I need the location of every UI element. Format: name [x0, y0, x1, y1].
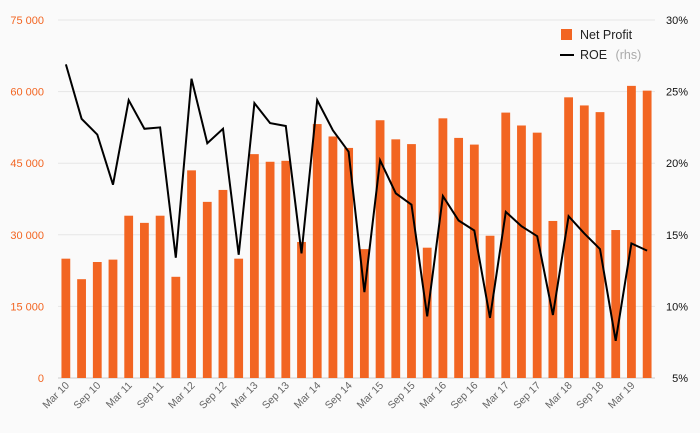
bar [202, 201, 212, 378]
bar [92, 262, 102, 378]
x-tick-label: Mar 13 [229, 380, 261, 412]
bar [579, 105, 589, 379]
bar [108, 259, 118, 378]
x-tick-label: Mar 14 [292, 380, 324, 412]
y-right-tick-label: 15% [666, 230, 688, 242]
bar [218, 189, 228, 378]
legend-label-net-profit: Net Profit [580, 28, 633, 42]
y-left-tick-label: 0 [38, 373, 44, 385]
y-right-tick-label: 5% [672, 373, 688, 385]
y-right-tick-label: 25% [666, 87, 688, 99]
x-tick-label: Sep 10 [71, 380, 103, 412]
bar [234, 258, 244, 378]
x-tick-label: Mar 18 [543, 380, 575, 412]
bar [454, 137, 464, 378]
x-tick-label: Sep 18 [574, 380, 606, 412]
bar [140, 222, 149, 378]
legend-swatch-net-profit [561, 29, 572, 40]
bar [155, 215, 165, 378]
bar [328, 136, 338, 378]
bar [77, 279, 86, 378]
legend-label-roe: ROE (rhs) [580, 46, 641, 63]
y-left-tick-label: 60 000 [10, 87, 44, 99]
bar [642, 90, 652, 379]
x-tick-label: Sep 11 [135, 380, 167, 412]
bar [532, 132, 542, 378]
y-axis-right: 5% 10% 15% 20% 25% 30% [666, 15, 688, 385]
legend: Net Profit ROE (rhs) [560, 28, 641, 63]
bar [548, 220, 558, 378]
bar [469, 144, 479, 378]
x-tick-label: Mar 16 [417, 380, 449, 412]
bar [564, 97, 573, 378]
x-tick-label: Sep 13 [260, 380, 292, 412]
bar [501, 112, 511, 379]
line-series-roe [64, 64, 648, 341]
y-axis-left: 0 15 000 30 000 45 000 60 000 75 000 [10, 15, 44, 385]
x-tick-label: Mar 19 [606, 380, 638, 412]
y-right-tick-label: 10% [666, 301, 688, 313]
x-tick-label: Sep 16 [448, 380, 480, 412]
bar [312, 124, 322, 378]
bar [517, 125, 526, 379]
bar [249, 154, 259, 378]
bar [375, 120, 385, 379]
bar [391, 139, 401, 378]
x-tick-label: Mar 15 [355, 380, 387, 412]
bar [595, 112, 605, 378]
x-tick-label: Sep 15 [386, 380, 418, 412]
x-tick-label: Mar 10 [40, 380, 72, 412]
bar [281, 160, 291, 378]
bar [171, 276, 181, 378]
y-right-tick-label: 30% [666, 15, 688, 27]
bar [627, 85, 636, 378]
x-axis: Mar 10 Sep 10 Mar 11 Sep 11 Mar 12 Sep 12 Mar … [40, 380, 637, 412]
x-tick-label: Sep 17 [511, 380, 543, 412]
bar [297, 241, 306, 378]
y-left-tick-label: 30 000 [10, 230, 44, 242]
roe-line [64, 64, 648, 341]
bar [61, 258, 71, 378]
x-tick-label: Mar 17 [480, 380, 512, 412]
y-right-tick-label: 20% [666, 158, 688, 170]
x-tick-label: Mar 12 [166, 380, 198, 412]
bar [407, 144, 416, 378]
y-left-tick-label: 45 000 [10, 158, 44, 170]
x-tick-label: Sep 12 [197, 380, 229, 412]
bar [124, 215, 134, 378]
bar [485, 235, 495, 378]
bar [611, 230, 621, 378]
bar [344, 147, 354, 378]
bar [359, 249, 369, 378]
bar [187, 170, 196, 378]
legend-label-roe-suffix: (rhs) [616, 48, 642, 62]
bar [438, 118, 448, 379]
y-left-tick-label: 75 000 [10, 15, 44, 27]
x-tick-label: Sep 14 [323, 380, 355, 412]
legend-label-roe-name: ROE [580, 48, 607, 62]
x-tick-label: Mar 11 [104, 380, 135, 411]
y-left-tick-label: 15 000 [10, 301, 44, 313]
bar [265, 161, 275, 378]
bar-series-net-profit [61, 85, 652, 379]
